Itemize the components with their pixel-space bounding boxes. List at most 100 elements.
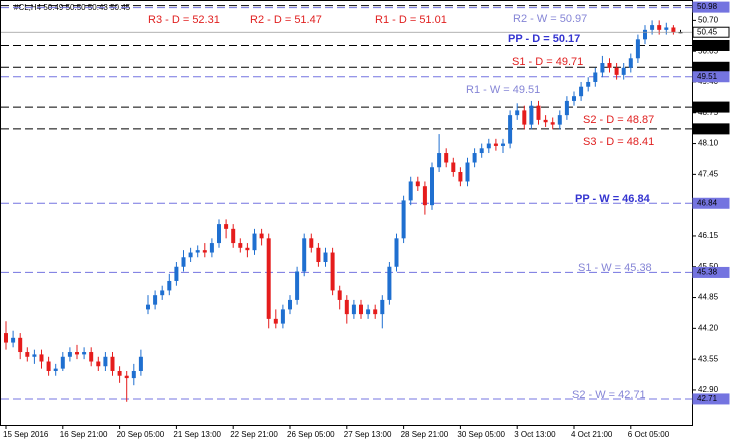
candle-body — [501, 143, 505, 146]
price-tag — [692, 26, 730, 38]
candle-body — [60, 356, 65, 369]
candle-body — [678, 32, 683, 34]
candle-body — [337, 290, 342, 300]
candle-body — [238, 243, 243, 248]
candle-body — [643, 29, 647, 40]
candle-body — [415, 181, 420, 187]
candle-body — [323, 252, 328, 263]
x-tick-label: 30 Sep 05:00 — [457, 430, 505, 439]
candle-body — [39, 354, 44, 362]
price-tag-label: 48.41 — [697, 124, 718, 133]
candle-body — [209, 243, 214, 253]
candle-body — [543, 119, 548, 123]
x-tick-label: 27 Sep 13:00 — [344, 430, 392, 439]
candle-body — [224, 224, 229, 229]
candle-body — [67, 352, 72, 357]
candle-body — [664, 27, 669, 30]
candle-body — [550, 122, 555, 125]
candle-body — [515, 110, 520, 116]
level-label: PP - D = 50.17 — [508, 33, 580, 45]
candle-body — [330, 252, 335, 291]
price-tag — [692, 101, 730, 113]
price-tag — [692, 39, 730, 51]
y-tick-label: 47.45 — [698, 169, 719, 178]
candle-body — [607, 63, 612, 68]
candle-body — [96, 361, 101, 367]
x-tick-label: 22 Sep 21:00 — [230, 430, 278, 439]
candle-body — [458, 171, 463, 182]
level-label: S2 - W = 42.71 — [572, 389, 646, 401]
candle-body — [280, 309, 285, 324]
price-tag-label: 42.71 — [697, 394, 718, 403]
price-tag — [692, 197, 730, 209]
x-tick-label: 20 Sep 05:00 — [117, 430, 165, 439]
candle-body — [430, 167, 434, 206]
candle-body — [217, 224, 221, 244]
candle-body — [408, 181, 413, 201]
candle-body — [295, 271, 300, 300]
y-tick-label: 44.85 — [698, 293, 719, 302]
candle-body — [103, 356, 108, 367]
candle-body — [82, 352, 87, 355]
candle-body — [451, 162, 456, 172]
candle-body — [202, 250, 207, 253]
candle-body — [635, 39, 640, 59]
candle-body — [138, 356, 143, 371]
candle-body — [586, 81, 591, 87]
candle-body — [493, 143, 498, 146]
candle-body — [266, 238, 271, 319]
y-tick-label: 45.50 — [698, 262, 719, 271]
candle-body — [32, 354, 37, 357]
candle-body — [422, 186, 427, 206]
candle-body — [160, 290, 165, 296]
candle-body — [273, 318, 278, 324]
candle-body — [373, 309, 378, 315]
candle-body — [124, 375, 129, 379]
x-tick-label: 28 Sep 21:00 — [401, 430, 449, 439]
candle-body — [657, 25, 662, 30]
level-label: R1 - W = 49.51 — [466, 84, 540, 96]
level-label: S1 - W = 45.38 — [578, 262, 652, 274]
y-tick-label: 42.90 — [698, 385, 719, 394]
candle-body — [117, 370, 122, 376]
candle-body — [46, 361, 51, 371]
level-label: S2 - D = 48.87 — [583, 114, 654, 126]
candle-body — [18, 337, 23, 353]
price-tag-label: 46.84 — [697, 198, 718, 207]
candle-body — [564, 100, 569, 116]
candle-body — [309, 238, 314, 248]
x-tick-label: 16 Sep 21:00 — [60, 430, 108, 439]
price-tag — [692, 71, 730, 83]
candle-body — [465, 162, 470, 182]
candle-body — [593, 72, 598, 82]
candle-body — [444, 153, 449, 163]
candle-body — [11, 337, 16, 343]
candle-body — [344, 299, 349, 315]
candle-body — [621, 67, 626, 75]
y-tick-label: 43.55 — [698, 354, 719, 363]
price-tag — [692, 266, 730, 278]
candle-body — [557, 115, 562, 125]
candle-body — [380, 299, 385, 315]
candle-body — [479, 148, 484, 154]
price-tag-label: 45.38 — [697, 268, 718, 277]
candle-body — [472, 153, 477, 163]
candle-body — [302, 238, 307, 272]
price-tag-label: 48.87 — [697, 102, 718, 111]
y-tick-label: 46.15 — [698, 231, 719, 240]
level-label: R1 - D = 51.01 — [375, 14, 447, 26]
candle-body — [110, 356, 115, 371]
level-label: PP - W = 46.84 — [575, 193, 651, 205]
candle-body — [394, 238, 399, 267]
level-label: S1 - D = 49.71 — [512, 56, 583, 68]
x-tick-label: 4 Oct 21:00 — [571, 430, 613, 439]
level-label: S3 - D = 48.41 — [583, 136, 654, 148]
candle-body — [53, 368, 58, 371]
price-tag-label: 50.17 — [697, 41, 718, 50]
candle-body — [614, 67, 619, 75]
candle-body — [316, 247, 321, 263]
candle-body — [579, 86, 584, 97]
y-tick-label: 44.20 — [698, 323, 719, 332]
candle-body — [245, 247, 250, 251]
